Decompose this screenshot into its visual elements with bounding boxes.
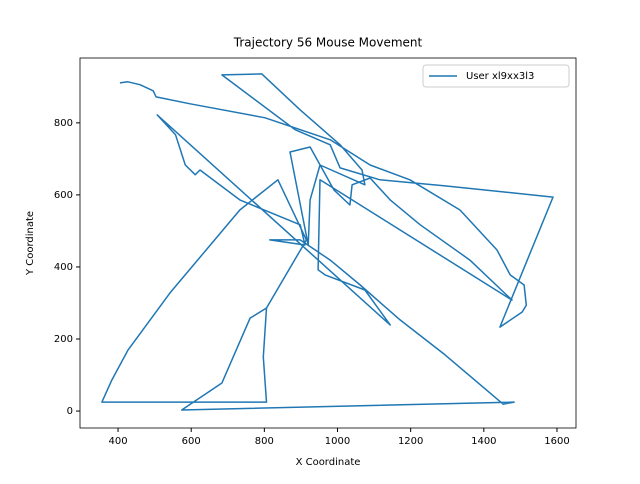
axes-frame [79, 57, 577, 429]
y-axis-label: Y Coordinate [25, 211, 36, 276]
y-tick-label: 600 [54, 190, 73, 201]
trajectory-line [101, 73, 554, 411]
x-axis-label: X Coordinate [296, 457, 361, 468]
chart-title: Trajectory 56 Mouse Movement [233, 36, 423, 50]
x-tick-label: 1600 [544, 436, 569, 447]
x-tick-label: 400 [108, 436, 127, 447]
legend-box [422, 64, 570, 88]
legend-label: User xl9xx3l3 [466, 71, 534, 82]
x-tick-label: 1000 [325, 436, 350, 447]
y-tick-label: 0 [67, 406, 73, 417]
y-tick-label: 800 [54, 118, 73, 129]
x-tick-label: 1200 [398, 436, 423, 447]
y-tick-label: 400 [54, 262, 73, 273]
x-tick-label: 600 [182, 436, 201, 447]
y-tick-label: 200 [54, 334, 73, 345]
x-tick-label: 1400 [471, 436, 496, 447]
x-tick-label: 800 [255, 436, 274, 447]
